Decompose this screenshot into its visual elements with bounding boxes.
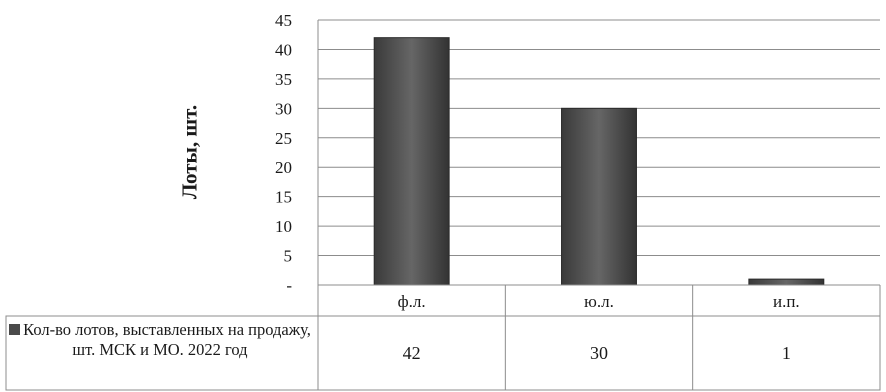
legend-label: Кол-во лотов, выставленных на продажу, ш… — [23, 320, 311, 359]
data-value-label: 1 — [782, 343, 791, 363]
category-label: и.п. — [773, 292, 800, 311]
legend-swatch — [9, 324, 21, 335]
bar — [748, 278, 825, 286]
bar — [373, 37, 450, 286]
y-tick-label: 35 — [275, 70, 292, 89]
y-tick-label: 25 — [275, 129, 292, 148]
y-tick-label: 15 — [275, 188, 292, 207]
category-label: ф.л. — [398, 292, 426, 311]
y-axis-label: Лоты, шт. — [177, 104, 202, 200]
data-value-label: 42 — [403, 343, 421, 363]
y-tick-label: 5 — [284, 247, 293, 266]
y-tick-label: - — [286, 276, 292, 295]
bar — [561, 107, 637, 286]
y-tick-label: 30 — [275, 99, 292, 118]
data-value-label: 30 — [590, 343, 608, 363]
y-tick-label: 45 — [275, 11, 292, 30]
y-tick-label: 20 — [275, 158, 292, 177]
legend-entry: Кол-во лотов, выставленных на продажу, ш… — [4, 320, 316, 390]
y-tick-label: 10 — [275, 217, 292, 236]
category-label: ю.л. — [584, 292, 614, 311]
y-tick-label: 40 — [275, 40, 292, 59]
